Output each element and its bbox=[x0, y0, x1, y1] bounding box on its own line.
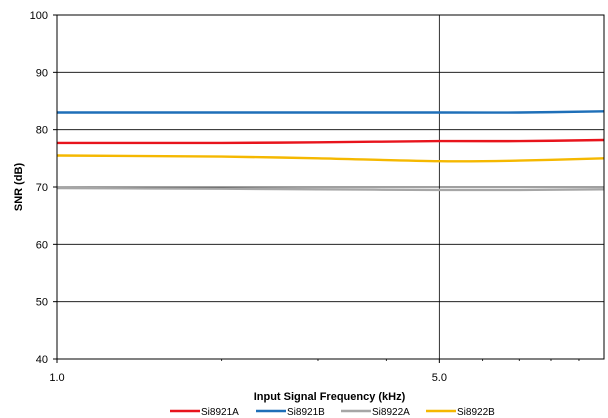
series-line-si8922a bbox=[56, 186, 605, 192]
y-tick-label: 100 bbox=[30, 10, 48, 22]
legend-label: Si8921B bbox=[287, 407, 325, 418]
legend-label: Si8922A bbox=[372, 407, 410, 418]
y-tick-label: 50 bbox=[36, 297, 48, 309]
y-tick-label: 70 bbox=[36, 182, 48, 194]
y-tick-label: 40 bbox=[36, 354, 48, 366]
y-tick-label: 90 bbox=[36, 67, 48, 79]
x-tick-label: 5.0 bbox=[432, 372, 447, 384]
series-lines bbox=[56, 110, 605, 192]
series-line-si8921b bbox=[56, 110, 605, 114]
x-axis-ticks: 1.0 5.0 bbox=[49, 359, 580, 384]
y-tick-label: 80 bbox=[36, 125, 48, 137]
legend-label: Si8921A bbox=[201, 407, 239, 418]
legend: Si8921A Si8921B Si8922A Si8922B bbox=[170, 407, 495, 418]
series-line-si8921a bbox=[57, 138, 605, 145]
y-axis-ticks: 40 50 60 70 80 90 100 bbox=[30, 10, 57, 366]
x-tick-label: 1.0 bbox=[49, 372, 64, 384]
legend-label: Si8922B bbox=[457, 407, 495, 418]
y-axis-title: SNR (dB) bbox=[13, 163, 25, 212]
x-axis-title: Input Signal Frequency (kHz) bbox=[254, 391, 406, 403]
y-tick-label: 60 bbox=[36, 239, 48, 251]
series-line-si8922b bbox=[56, 154, 605, 163]
